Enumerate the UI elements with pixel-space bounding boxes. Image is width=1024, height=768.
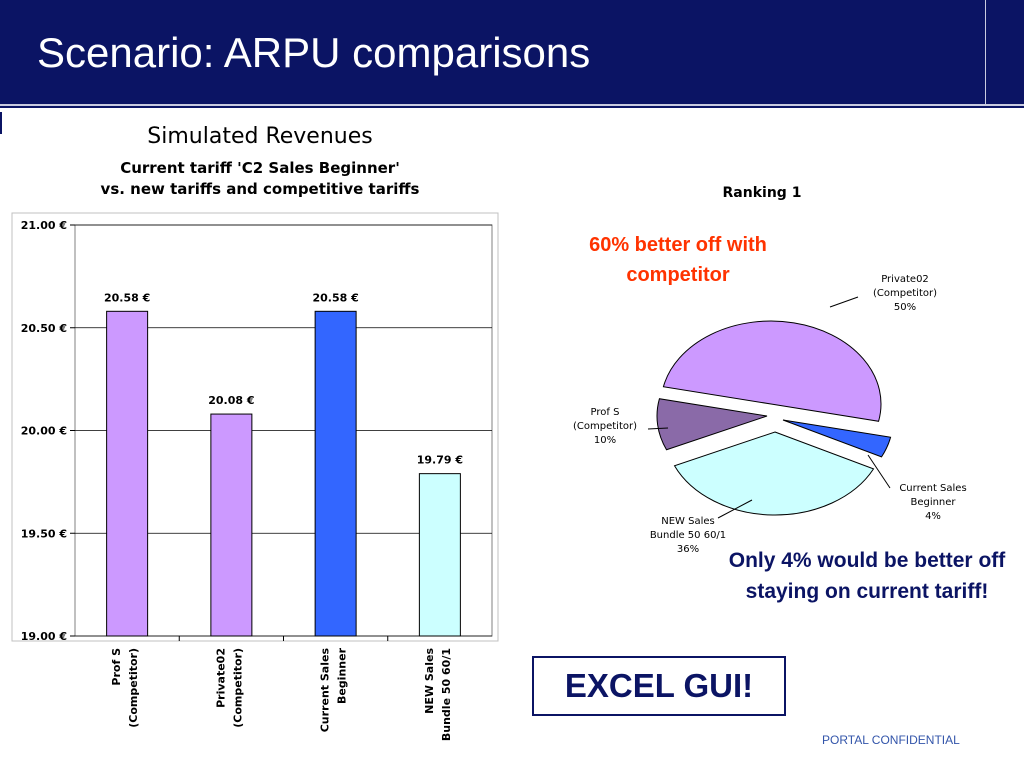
pie-slice bbox=[662, 320, 882, 422]
bar-chart-subtitle-1: Current tariff 'C2 Sales Beginner' bbox=[120, 159, 400, 177]
bar-value-label: 20.08 € bbox=[208, 394, 254, 407]
pie-slice-label: Beginner bbox=[910, 497, 956, 508]
pie-slice-label: Current Sales bbox=[899, 483, 966, 494]
pie-slice-label: 4% bbox=[925, 511, 941, 522]
y-tick-label: 20.00 € bbox=[21, 425, 67, 438]
title-rule bbox=[0, 104, 1024, 106]
left-accent-mark bbox=[0, 112, 2, 134]
bar-value-label: 20.58 € bbox=[312, 291, 358, 304]
pie-leader-line bbox=[867, 454, 891, 489]
pie-leader-line bbox=[717, 499, 753, 519]
x-category-label: NEW Sales bbox=[423, 648, 436, 714]
x-category-label: Beginner bbox=[336, 647, 349, 704]
bar-chart-title: Simulated Revenues bbox=[147, 124, 373, 149]
y-tick-label: 21.00 € bbox=[21, 219, 67, 232]
pie-slice-label: (Competitor) bbox=[873, 288, 937, 299]
title-vertical-rule bbox=[985, 0, 986, 106]
bar-value-label: 20.58 € bbox=[104, 291, 150, 304]
pie-chart-title: Ranking 1 bbox=[723, 185, 802, 201]
x-category-label: Current Sales bbox=[319, 648, 332, 733]
x-category-label: Bundle 50 60/1 bbox=[440, 648, 453, 741]
pie-slice-label: Prof S bbox=[591, 407, 620, 418]
bar bbox=[210, 413, 253, 637]
bar bbox=[418, 473, 461, 637]
pie-slice-label: 10% bbox=[594, 435, 616, 446]
y-tick-label: 19.00 € bbox=[21, 630, 67, 643]
title-bar bbox=[0, 0, 1024, 108]
excel-gui-label: EXCEL GUI! bbox=[532, 656, 786, 716]
pie-slice bbox=[656, 398, 768, 451]
annotation-current-tariff: Only 4% would be better off staying on c… bbox=[728, 549, 1006, 603]
slide-title: Scenario: ARPU comparisons bbox=[37, 29, 591, 76]
pie-leader-line bbox=[647, 427, 669, 430]
pie-slice bbox=[782, 419, 892, 458]
bar bbox=[106, 310, 149, 637]
pie-slice-label: Bundle 50 60/1 bbox=[650, 530, 726, 541]
bar-chart-subtitle-2: vs. new tariffs and competitive tariffs bbox=[100, 180, 420, 198]
footer-confidential: PORTAL CONFIDENTIAL bbox=[822, 733, 960, 747]
y-tick-label: 20.50 € bbox=[21, 322, 67, 335]
bar-value-label: 19.79 € bbox=[417, 454, 463, 467]
x-category-label: (Competitor) bbox=[231, 648, 244, 728]
pie-slice-label: Private02 bbox=[881, 274, 929, 285]
x-category-label: Prof S bbox=[110, 648, 123, 686]
pie-slice-label: 50% bbox=[894, 302, 916, 313]
pie-slice-label: NEW Sales bbox=[661, 516, 714, 527]
x-category-label: (Competitor) bbox=[127, 648, 140, 728]
pie-slice-label: 36% bbox=[677, 544, 699, 555]
excel-gui-text: EXCEL GUI! bbox=[564, 667, 754, 704]
pie-slice-label: (Competitor) bbox=[573, 421, 637, 432]
pie-leader-line bbox=[829, 296, 859, 308]
y-tick-label: 19.50 € bbox=[21, 527, 67, 540]
annotation-competitor: 60% better off with competitor bbox=[589, 234, 767, 286]
pie-slice bbox=[673, 431, 875, 516]
x-category-label: Private02 bbox=[214, 648, 227, 708]
bar bbox=[314, 310, 357, 637]
